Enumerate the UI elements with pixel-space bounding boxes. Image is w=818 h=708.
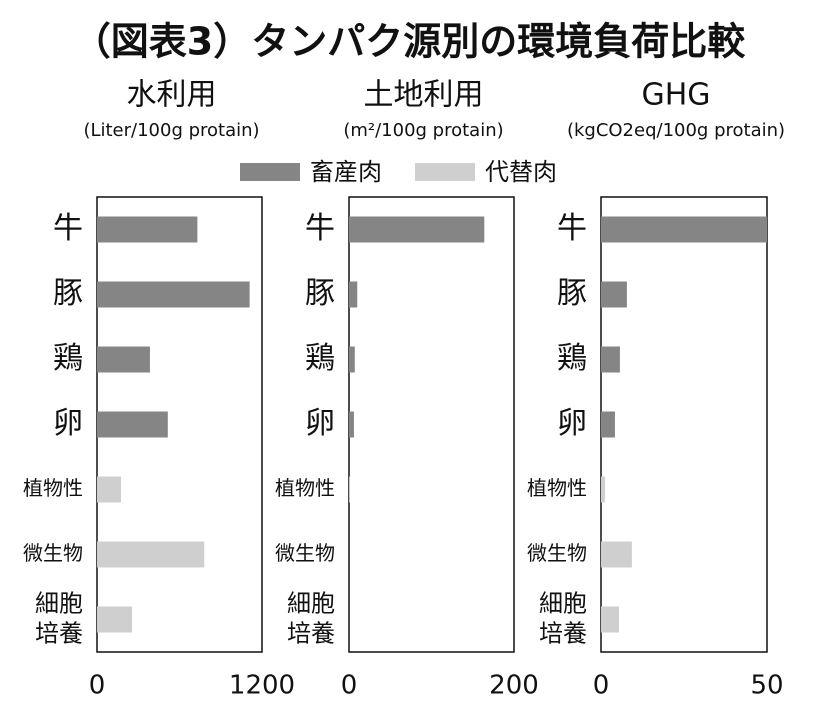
y-tick-label: 微生物 — [23, 541, 83, 565]
y-tick-label: 微生物 — [275, 541, 335, 565]
bar — [601, 346, 620, 373]
y-tick-label: 卵 — [53, 406, 83, 441]
y-tick-label: 牛 — [305, 211, 335, 246]
y-tick-label: 豚 — [53, 276, 83, 311]
plot-frame — [348, 196, 515, 653]
x-tick-label: 0 — [593, 671, 610, 701]
bar — [601, 606, 619, 633]
bar — [601, 281, 627, 308]
bar — [349, 411, 354, 438]
y-tick-label: 細胞培養 — [35, 590, 83, 648]
bar — [601, 411, 615, 438]
bar — [97, 606, 133, 633]
bar — [97, 281, 250, 308]
y-tick-label: 牛 — [557, 211, 587, 246]
plot-frame — [600, 196, 768, 653]
y-tick-label: 卵 — [557, 406, 587, 441]
y-tick-label: 微生物 — [527, 541, 587, 565]
legend-label: 畜産肉 — [310, 158, 382, 186]
y-tick-label: 鶏 — [557, 341, 587, 376]
panel-title: 土地利用 — [364, 78, 484, 113]
bar — [97, 411, 168, 438]
y-tick-label: 植物性 — [527, 476, 587, 500]
y-tick-label: 鶏 — [305, 341, 335, 376]
bar — [97, 476, 122, 503]
y-tick-label: 細胞培養 — [287, 590, 335, 648]
legend-swatch — [415, 163, 475, 181]
bar — [601, 216, 767, 243]
bar — [349, 346, 355, 373]
y-tick-label: 卵 — [305, 406, 335, 441]
bar — [601, 476, 605, 503]
bar — [349, 281, 358, 308]
bar — [97, 541, 205, 568]
x-tick-label: 0 — [341, 671, 358, 701]
x-tick-label: 1200 — [229, 671, 295, 701]
panel-subtitle: (Liter/100g protain) — [83, 120, 259, 141]
y-tick-label: 豚 — [305, 276, 335, 311]
panel-title: GHG — [641, 78, 710, 113]
y-tick-label: 植物性 — [23, 476, 83, 500]
bar — [349, 476, 350, 503]
x-tick-label: 200 — [489, 671, 539, 701]
bar — [97, 216, 198, 243]
bar — [349, 216, 485, 243]
y-tick-label: 豚 — [557, 276, 587, 311]
panel-subtitle: (m²/100g protain) — [343, 120, 503, 141]
chart-title: （図表3）タンパク源別の環境負荷比較 — [73, 20, 746, 64]
bar — [601, 541, 632, 568]
y-tick-label: 植物性 — [275, 476, 335, 500]
bar — [97, 346, 150, 373]
y-tick-label: 牛 — [53, 211, 83, 246]
panel-subtitle: (kgCO2eq/100g protain) — [567, 120, 785, 141]
y-tick-label: 細胞培養 — [539, 590, 587, 648]
x-tick-label: 0 — [89, 671, 106, 701]
legend-swatch — [240, 163, 300, 181]
y-tick-label: 鶏 — [53, 341, 83, 376]
panel-title: 水利用 — [127, 78, 217, 113]
legend-label: 代替肉 — [485, 158, 557, 186]
x-tick-label: 50 — [750, 671, 783, 701]
